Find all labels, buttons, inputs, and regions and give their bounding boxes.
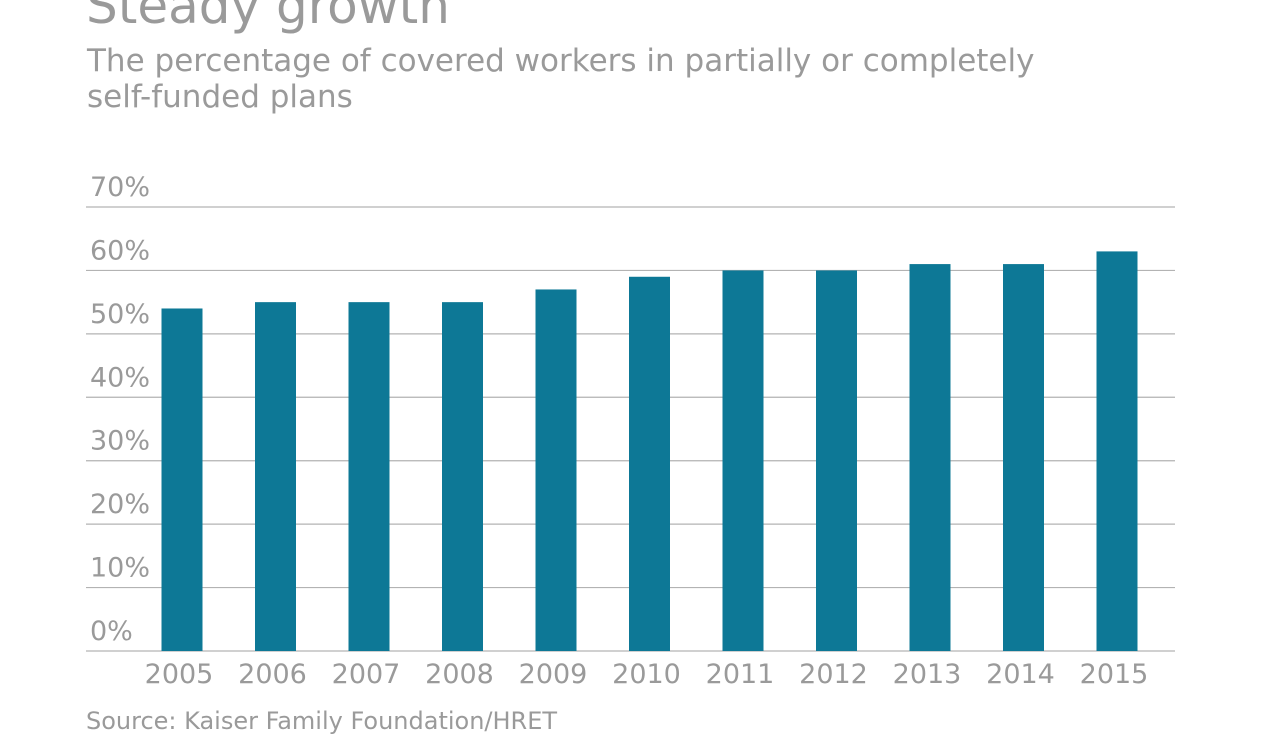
x-tick-label: 2006: [238, 659, 307, 690]
bar-2012: [816, 270, 857, 651]
bar-2011: [722, 270, 764, 651]
chart-subtitle: The percentage of covered workers in par…: [87, 43, 1035, 115]
y-tick-label: 30%: [90, 426, 150, 457]
y-tick-label: 10%: [90, 553, 150, 584]
y-tick-label: 70%: [90, 172, 150, 203]
x-tick-label: 2013: [893, 659, 962, 690]
x-tick-label: 2014: [986, 659, 1055, 690]
bar-2010: [629, 276, 670, 651]
bar-2015: [1096, 251, 1138, 651]
y-tick-label: 0%: [90, 616, 133, 647]
bar-2013: [909, 264, 951, 651]
bar-2006: [255, 302, 296, 651]
x-tick-label: 2008: [425, 659, 494, 690]
source-note: Source: Kaiser Family Foundation/HRET: [86, 707, 558, 735]
x-tick-label: 2011: [706, 659, 775, 690]
x-tick-label: 2009: [519, 659, 588, 690]
x-axis-tick-labels: 2005 2006 2007 2008 2009 2010 2011 2012 2013 2014…: [145, 659, 1149, 690]
bar-2005: [161, 308, 203, 651]
bars: [161, 251, 1138, 651]
bar-chart: 0% 10% 20% 30% 40% 50% 60% 70% 2005 2006 2007 2008…: [86, 172, 1175, 690]
x-tick-label: 2007: [332, 659, 401, 690]
bar-2007: [348, 302, 390, 651]
y-tick-label: 50%: [90, 299, 150, 330]
y-tick-label: 60%: [90, 235, 150, 266]
y-tick-label: 20%: [90, 489, 150, 520]
x-tick-label: 2012: [799, 659, 868, 690]
chart-title: Steady growth: [86, 0, 450, 35]
y-axis-tick-labels: 0% 10% 20% 30% 40% 50% 60% 70%: [90, 172, 150, 647]
x-tick-label: 2005: [145, 659, 214, 690]
bar-2008: [442, 302, 483, 651]
bar-2014: [1003, 264, 1044, 651]
x-tick-label: 2015: [1080, 659, 1149, 690]
bar-2009: [535, 289, 577, 651]
y-tick-label: 40%: [90, 362, 150, 393]
x-tick-label: 2010: [612, 659, 681, 690]
